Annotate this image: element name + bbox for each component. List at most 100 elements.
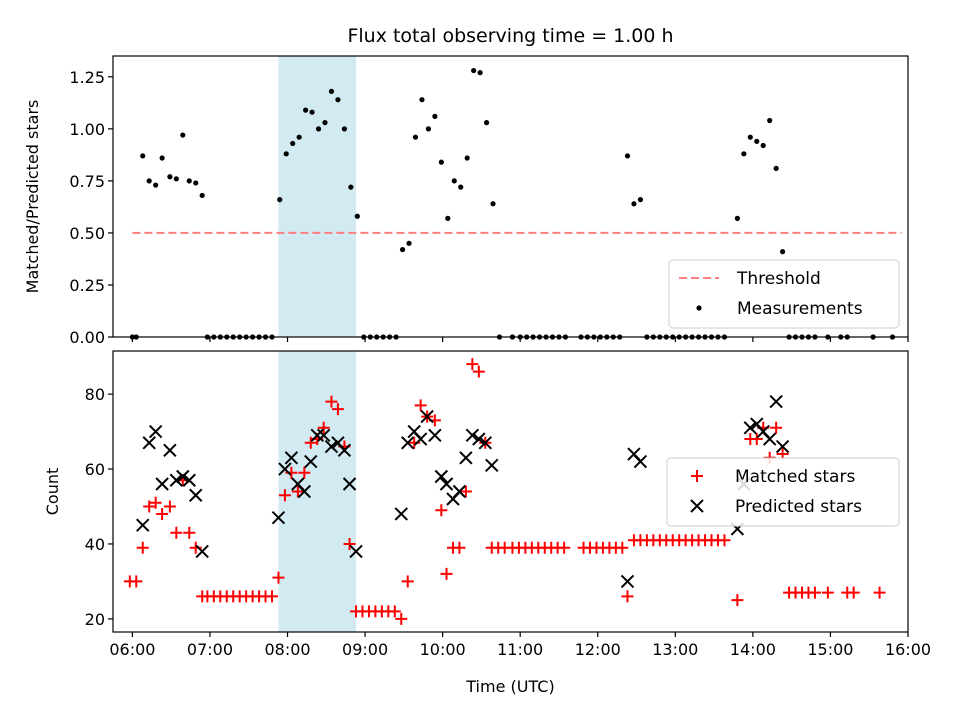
matched-star-point <box>136 541 149 554</box>
matched-star-point <box>130 575 143 588</box>
x-tick-label: 13:00 <box>652 640 698 659</box>
bottom-chart: 20 40 60 80 06:00 07:00 08:00 09:00 10:00 11:00 12… <box>43 350 931 696</box>
matched-star-point <box>466 358 479 371</box>
matched-star-point <box>317 421 330 434</box>
matched-star-point <box>149 496 162 509</box>
predicted-star-point <box>316 428 331 443</box>
measurement-point <box>483 120 490 126</box>
measurement-point <box>477 70 483 76</box>
measurement-point <box>399 246 406 253</box>
predicted-star-point <box>278 462 292 476</box>
matched-star-point <box>847 586 860 599</box>
measurement-point <box>767 117 773 124</box>
measurement-point <box>464 155 470 161</box>
bottom-legend-label: Predicted stars <box>735 497 862 517</box>
measurement-point <box>335 97 341 103</box>
legend-matched-swatch <box>691 470 703 482</box>
matched-star-point <box>298 466 311 479</box>
bottom-legend-box <box>666 457 900 527</box>
x-tick-label: 09:00 <box>342 640 388 659</box>
measurement-point <box>406 240 412 246</box>
predicted-star-point <box>310 428 324 443</box>
measurement-point <box>425 126 432 132</box>
measurement-point <box>303 107 309 113</box>
predicted-star-point <box>769 394 783 409</box>
top-y-tick-label: 0.00 <box>69 328 105 347</box>
predicted-star-point <box>439 477 454 491</box>
x-tick-label: 07:00 <box>187 640 233 659</box>
bottom-y-tick-label: 60 <box>85 460 105 479</box>
predicted-star-point <box>472 432 486 446</box>
predicted-star-point <box>297 484 312 499</box>
matched-star-point <box>770 421 783 434</box>
top-plot-frame <box>112 55 909 338</box>
matched-star-point <box>170 526 183 539</box>
x-tick-label: 15:00 <box>807 640 853 659</box>
predicted-star-point <box>182 473 196 487</box>
matched-star-point <box>750 433 763 446</box>
predicted-star-point <box>633 454 648 469</box>
legend-predicted-swatch <box>690 499 704 513</box>
top-y-axis-label: Matched/Predicted stars <box>23 100 42 294</box>
predicted-star-point <box>155 477 169 491</box>
x-tick-label: 06:00 <box>109 640 155 659</box>
matched-star-point <box>435 504 448 517</box>
bottom-y-tick-label: 20 <box>85 610 105 629</box>
bottom-legend-label: Matched stars <box>735 467 855 487</box>
measurement-point <box>754 138 760 144</box>
measurement-point <box>146 178 152 184</box>
top-chart-title: Flux total observing time = 1.00 h <box>347 25 673 47</box>
measurement-point <box>438 159 444 165</box>
matched-star-point <box>272 571 285 584</box>
predicted-star-point <box>743 421 758 435</box>
measurement-point <box>153 182 159 188</box>
x-tick-label: 11:00 <box>497 640 543 659</box>
bottom-plot-frame <box>112 350 909 633</box>
measurement-point <box>419 97 425 103</box>
top-chart: 0.00 0.25 0.50 0.75 1.00 1.25 Matched/Predicte… <box>23 55 909 347</box>
predicted-star-point <box>337 443 352 457</box>
measurement-point <box>432 113 438 119</box>
measurement-point <box>341 126 347 132</box>
legend-measurements-swatch <box>696 305 702 311</box>
measurement-point <box>140 153 146 159</box>
predicted-star-point <box>465 428 480 443</box>
measurement-point <box>741 151 747 157</box>
matched-star-point <box>459 485 472 498</box>
measurement-point <box>199 192 205 199</box>
matched-star-point <box>304 436 317 449</box>
x-tick-label: 16:00 <box>885 640 931 659</box>
top-legend-label: Threshold <box>736 269 821 289</box>
matched-star-point <box>472 365 485 378</box>
top-y-tick-label: 1.25 <box>69 68 105 87</box>
predicted-star-point <box>136 518 150 532</box>
matched-star-point <box>278 489 291 502</box>
predicted-star-point <box>349 544 363 559</box>
matched-star-point <box>183 526 196 539</box>
predicted-star-point <box>163 443 177 457</box>
predicted-star-point <box>420 409 434 424</box>
measurement-point <box>328 88 335 94</box>
predicted-star-point <box>195 544 209 559</box>
measurement-point <box>773 165 779 171</box>
top-highlight-band <box>278 56 357 337</box>
matched-star-point <box>156 507 169 520</box>
predicted-star-point <box>148 424 163 439</box>
measurement-point <box>167 174 173 180</box>
matched-star-point <box>731 594 744 607</box>
predicted-star-point <box>620 574 635 589</box>
top-y-tick-label: 1.00 <box>69 120 105 139</box>
predicted-star-point <box>142 436 156 450</box>
matched-star-point <box>414 399 427 412</box>
predicted-star-point <box>452 484 467 499</box>
predicted-star-point <box>169 473 184 487</box>
top-legend-box <box>668 259 900 329</box>
matched-star-point <box>266 590 278 603</box>
matched-star-point <box>873 586 886 599</box>
measurement-point <box>277 197 283 203</box>
predicted-star-point <box>304 454 318 469</box>
measurement-point <box>186 178 192 184</box>
predicted-star-point <box>459 451 473 465</box>
